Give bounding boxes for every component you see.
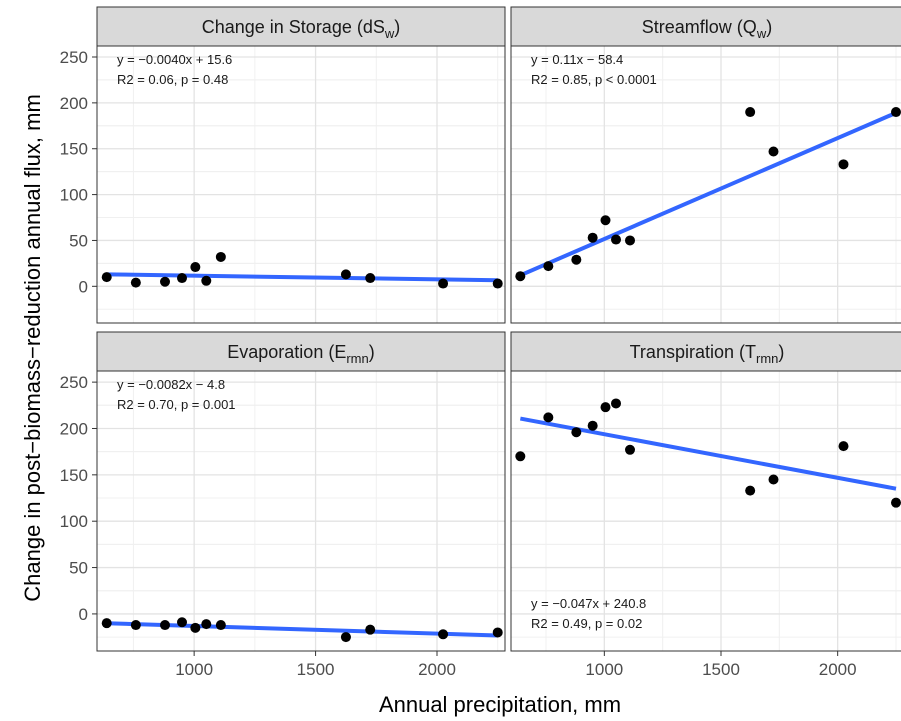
panel-4-data-point — [768, 474, 779, 485]
panel-2-data-point — [611, 234, 621, 245]
panel-1-data-point — [177, 273, 187, 284]
panel-1-data-point — [340, 269, 351, 280]
panel-4-border — [510, 370, 901, 652]
panel-3-y-tick-label: 0 — [79, 605, 88, 624]
panel-3-title: Evaporation (Ermn) — [227, 342, 374, 366]
panel-4-stats: R2 = 0.49, p = 0.02 — [531, 616, 642, 631]
panel-3-y-tick-label: 250 — [60, 373, 88, 392]
panel-3-data-point — [365, 624, 376, 635]
panel-4-x-tick-label: 1500 — [702, 660, 740, 679]
panel-4-data-point — [745, 485, 756, 496]
panel-3-data-point — [190, 622, 201, 633]
panel-3-data-point — [101, 618, 112, 629]
panel-2-data-point — [891, 107, 901, 118]
panel-3-x-tick-label: 2000 — [418, 660, 456, 679]
panel-2-stats: R2 = 0.85, p < 0.0001 — [531, 72, 657, 87]
panel-1-regression-line — [106, 272, 498, 283]
panel-1-y-tick-label: 100 — [60, 186, 88, 205]
panel-3-y-tick-label: 150 — [60, 466, 88, 485]
panel-3-y-tick-label: 200 — [60, 419, 88, 438]
panel-4-x-tick-label: 2000 — [819, 660, 857, 679]
panel-1-y-tick-label: 0 — [79, 277, 88, 296]
panel-4-background — [511, 371, 901, 651]
panel-1-data-point — [215, 251, 226, 262]
panel-4-data-point — [891, 497, 901, 508]
panel-4-data-point — [600, 402, 611, 413]
panel-2-data-point — [571, 254, 582, 265]
panel-4-equation: y = −0.047x + 240.8 — [531, 596, 646, 611]
panel-4-data-point — [515, 451, 526, 462]
panel-1-y-tick-label: 250 — [60, 48, 88, 67]
panel-3-data-point — [177, 617, 187, 628]
panel-3-data-point — [438, 629, 449, 640]
panel-4-data-point — [625, 444, 635, 455]
panel-1-y-tick-label: 200 — [60, 94, 88, 113]
panel-2-regression-line — [519, 111, 897, 278]
panel-2-data-point — [587, 232, 598, 243]
panel-3-data-point — [130, 620, 141, 631]
panel-4-data-point — [838, 441, 849, 452]
panel-2-data-point — [838, 159, 849, 170]
panel-2-data-point — [600, 215, 611, 226]
panel-3-x-tick-label: 1500 — [297, 660, 335, 679]
panel-1-data-point — [190, 262, 201, 273]
panel-4-regression-line — [519, 416, 897, 491]
panel-2-background — [511, 46, 901, 323]
panel-1-y-tick-label: 150 — [60, 140, 88, 159]
panel-3-background — [97, 371, 505, 651]
panel-1-data-point — [130, 277, 141, 288]
panel-4-data-point — [571, 427, 582, 438]
panel-3-y-tick-label: 50 — [69, 559, 88, 578]
panel-1-data-point — [365, 273, 376, 284]
panel-4-data-point — [611, 398, 621, 409]
panel-4-data-point — [587, 420, 598, 431]
panel-2-data-point — [625, 235, 635, 246]
panel-3-data-point — [160, 620, 170, 631]
panel-2-border — [510, 45, 901, 324]
panel-4-title: Transpiration (Trmn) — [630, 342, 785, 366]
panel-3-equation: y = −0.0082x − 4.8 — [117, 377, 225, 392]
panel-1-data-point — [201, 275, 212, 286]
panel-1-equation: y = −0.0040x + 15.6 — [117, 52, 232, 67]
panel-1-strip — [96, 6, 506, 47]
panel-1-stats: R2 = 0.06, p = 0.48 — [117, 72, 228, 87]
panel-2-data-point — [745, 107, 756, 118]
panel-1-data-point — [160, 276, 170, 287]
x-axis-title: Annual precipitation, mm — [379, 692, 621, 717]
panel-2-data-point — [515, 271, 526, 282]
panel-1-y-tick-label: 50 — [69, 231, 88, 250]
panel-1-title: Change in Storage (dSw) — [202, 17, 401, 41]
panel-2-title: Streamflow (Qw) — [642, 17, 772, 41]
panel-3-y-tick-label: 100 — [60, 512, 88, 531]
panel-3-strip — [96, 331, 506, 372]
panel-2-data-point — [543, 261, 554, 272]
panel-3-data-point — [215, 620, 226, 631]
panel-2-equation: y = 0.11x − 58.4 — [531, 52, 623, 67]
panel-3-border — [96, 370, 506, 652]
panel-3-data-point — [340, 632, 351, 643]
panel-1-data-point — [101, 272, 112, 283]
panel-3-stats: R2 = 0.70, p = 0.001 — [117, 397, 236, 412]
panel-4-x-tick-label: 1000 — [585, 660, 623, 679]
panel-1-data-point — [438, 278, 449, 289]
panel-2-data-point — [768, 146, 779, 157]
panel-3-data-point — [201, 619, 212, 630]
panel-1-border — [96, 45, 506, 324]
panel-3-regression-line — [106, 621, 498, 638]
panel-3-data-point — [492, 627, 503, 638]
panel-1-data-point — [492, 278, 503, 289]
panel-4-data-point — [543, 412, 554, 423]
panel-3-x-tick-label: 1000 — [175, 660, 213, 679]
y-axis-title: Change in post−biomass−reduction annual … — [20, 94, 45, 602]
panel-4-strip — [510, 331, 901, 372]
